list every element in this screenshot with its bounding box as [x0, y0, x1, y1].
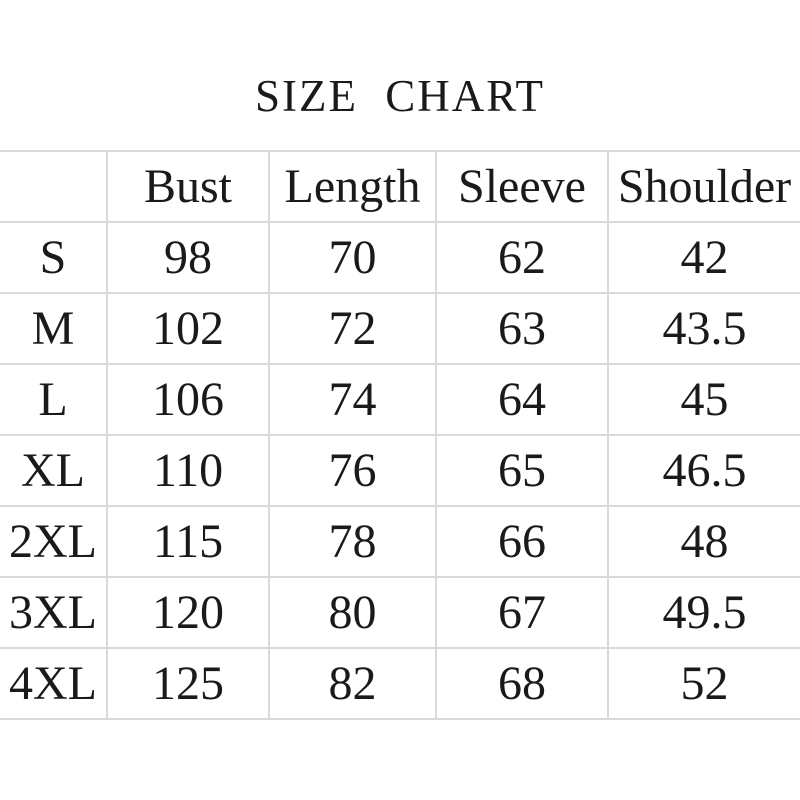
table-row-4xl: 4XL 125 82 68 52: [0, 647, 800, 720]
table-cell: 74: [268, 363, 437, 436]
table-cell: 68: [435, 647, 609, 720]
column-header-length: Length: [268, 150, 437, 223]
table-cell: 76: [268, 434, 437, 507]
size-chart-table: Bust Length Sleeve Shoulder S 98 70 62 4…: [0, 150, 800, 720]
table-cell: 66: [435, 505, 609, 578]
table-cell: 43.5: [607, 292, 800, 365]
table-cell: 120: [106, 576, 270, 649]
table-cell: 106: [106, 363, 270, 436]
header-row: Bust Length Sleeve Shoulder: [0, 150, 800, 223]
table-cell: 64: [435, 363, 609, 436]
table-row-3xl: 3XL 120 80 67 49.5: [0, 576, 800, 649]
column-header-bust: Bust: [106, 150, 270, 223]
table-cell: 62: [435, 221, 609, 294]
row-label: XL: [0, 434, 108, 507]
table-cell: 102: [106, 292, 270, 365]
table-cell: 46.5: [607, 434, 800, 507]
table-row-s: S 98 70 62 42: [0, 221, 800, 294]
table-cell: 42: [607, 221, 800, 294]
table-cell: 70: [268, 221, 437, 294]
table-row-xl: XL 110 76 65 46.5: [0, 434, 800, 507]
table-cell: 52: [607, 647, 800, 720]
row-label: 4XL: [0, 647, 108, 720]
table-cell: 110: [106, 434, 270, 507]
table-cell: 125: [106, 647, 270, 720]
table-row-m: M 102 72 63 43.5: [0, 292, 800, 365]
table-row-l: L 106 74 64 45: [0, 363, 800, 436]
table-cell: 78: [268, 505, 437, 578]
page-title: SIZE CHART: [254, 71, 546, 121]
table-row-2xl: 2XL 115 78 66 48: [0, 505, 800, 578]
row-label: 2XL: [0, 505, 108, 578]
corner-cell: [0, 150, 108, 223]
table-cell: 49.5: [607, 576, 800, 649]
table-cell: 115: [106, 505, 270, 578]
table-cell: 82: [268, 647, 437, 720]
table-cell: 80: [268, 576, 437, 649]
table-cell: 98: [106, 221, 270, 294]
row-label: 3XL: [0, 576, 108, 649]
table-cell: 72: [268, 292, 437, 365]
table-cell: 65: [435, 434, 609, 507]
table-cell: 45: [607, 363, 800, 436]
column-header-sleeve: Sleeve: [435, 150, 609, 223]
table-cell: 67: [435, 576, 609, 649]
row-label: M: [0, 292, 108, 365]
column-header-shoulder: Shoulder: [607, 150, 800, 223]
row-label: L: [0, 363, 108, 436]
table-cell: 63: [435, 292, 609, 365]
table-cell: 48: [607, 505, 800, 578]
row-label: S: [0, 221, 108, 294]
